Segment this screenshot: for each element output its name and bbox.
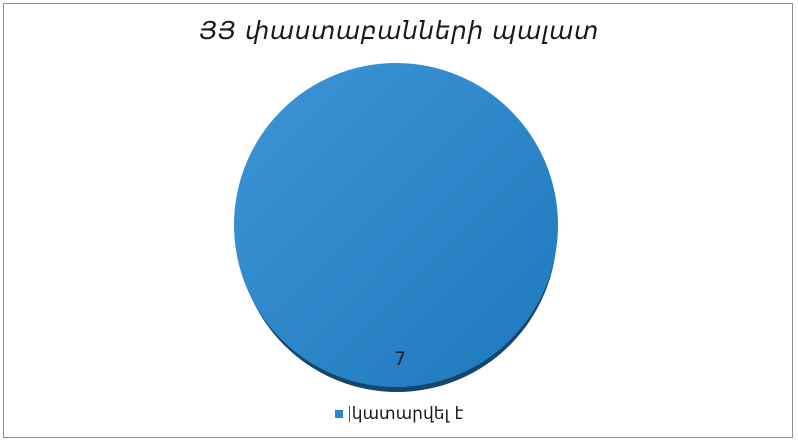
pie-slice	[234, 63, 558, 387]
legend-swatch	[334, 410, 343, 418]
chart-area: ՅՅ փաստաբանների պալատ 7 կատարվել է	[3, 3, 793, 438]
chart-legend: կատարվել է	[4, 402, 794, 426]
legend-item: կատարվել է	[334, 404, 464, 424]
data-label: 7	[394, 348, 406, 370]
legend-label: կատարվել է	[351, 404, 464, 424]
legend-separator	[348, 406, 350, 422]
pie-chart: 7	[234, 63, 558, 392]
chart-title: ՅՅ փաստաբանների պալատ	[199, 16, 599, 45]
